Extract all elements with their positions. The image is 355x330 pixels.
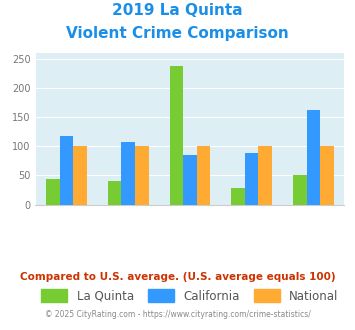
Bar [293, 175, 307, 205]
Bar [73, 146, 87, 205]
Bar [135, 146, 148, 205]
Text: Compared to U.S. average. (U.S. average equals 100): Compared to U.S. average. (U.S. average … [20, 272, 335, 282]
Bar [245, 153, 258, 205]
Bar [320, 146, 334, 205]
Bar [183, 155, 197, 205]
Legend: La Quinta, California, National: La Quinta, California, National [41, 289, 339, 303]
Bar [307, 110, 320, 205]
Text: 2019 La Quinta: 2019 La Quinta [112, 3, 243, 18]
Text: Violent Crime Comparison: Violent Crime Comparison [66, 26, 289, 41]
Bar [121, 142, 135, 205]
Bar [197, 146, 210, 205]
Bar [108, 181, 121, 205]
Bar [231, 188, 245, 205]
Bar [170, 66, 183, 205]
Bar [46, 179, 60, 205]
Bar [258, 146, 272, 205]
Bar [60, 136, 73, 205]
Text: © 2025 CityRating.com - https://www.cityrating.com/crime-statistics/: © 2025 CityRating.com - https://www.city… [45, 310, 310, 319]
